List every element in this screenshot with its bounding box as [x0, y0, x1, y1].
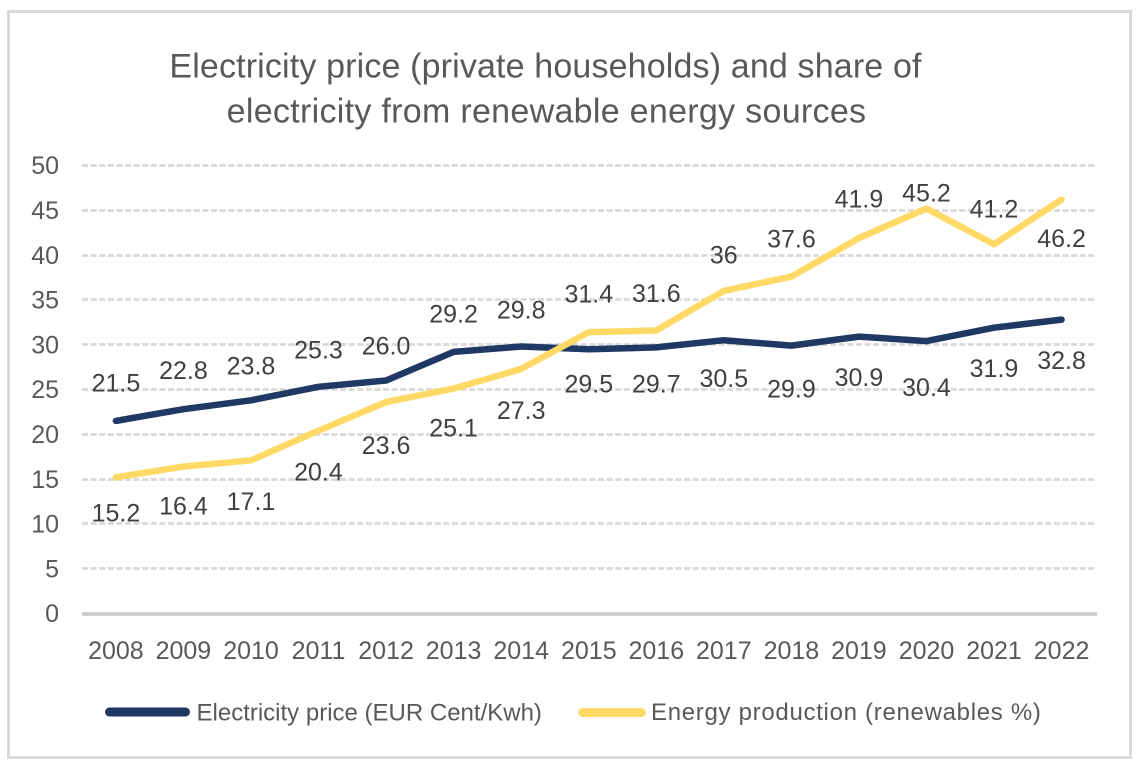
- svg-text:2009: 2009: [156, 637, 212, 665]
- svg-text:2017: 2017: [696, 637, 752, 665]
- svg-text:23.8: 23.8: [227, 353, 276, 381]
- svg-text:45: 45: [31, 197, 59, 225]
- svg-text:2018: 2018: [764, 637, 820, 665]
- svg-text:50: 50: [31, 152, 59, 180]
- svg-text:30.5: 30.5: [699, 365, 748, 393]
- svg-text:2013: 2013: [426, 637, 482, 665]
- svg-text:27.3: 27.3: [497, 397, 546, 425]
- svg-text:29.7: 29.7: [632, 371, 681, 399]
- svg-text:26.0: 26.0: [362, 332, 411, 360]
- svg-text:37.6: 37.6: [767, 225, 816, 253]
- svg-text:10: 10: [31, 511, 59, 539]
- svg-text:30: 30: [31, 331, 59, 359]
- svg-text:29.5: 29.5: [564, 371, 613, 399]
- svg-text:2021: 2021: [966, 637, 1022, 665]
- svg-text:2016: 2016: [628, 637, 684, 665]
- svg-text:21.5: 21.5: [92, 369, 141, 397]
- svg-text:15: 15: [31, 466, 59, 494]
- svg-text:45.2: 45.2: [902, 180, 951, 208]
- svg-text:35: 35: [31, 287, 59, 315]
- svg-text:15.2: 15.2: [92, 499, 141, 527]
- svg-text:31.6: 31.6: [632, 280, 681, 308]
- svg-text:41.9: 41.9: [835, 186, 884, 214]
- svg-text:25: 25: [31, 376, 59, 404]
- svg-text:17.1: 17.1: [227, 488, 276, 516]
- svg-text:Electricity price (private hou: Electricity price (private households) a…: [169, 47, 922, 85]
- svg-text:25.3: 25.3: [294, 337, 343, 365]
- svg-text:2020: 2020: [899, 637, 955, 665]
- svg-text:41.2: 41.2: [970, 195, 1019, 223]
- svg-text:2011: 2011: [292, 637, 346, 665]
- svg-text:0: 0: [45, 600, 59, 628]
- svg-text:electricity from renewable ene: electricity from renewable energy source…: [227, 93, 867, 131]
- svg-text:30.4: 30.4: [902, 374, 951, 402]
- svg-text:25.1: 25.1: [429, 415, 478, 443]
- svg-text:31.4: 31.4: [564, 280, 613, 308]
- svg-text:16.4: 16.4: [159, 492, 208, 520]
- svg-text:2010: 2010: [223, 637, 279, 665]
- svg-text:31.9: 31.9: [970, 355, 1019, 383]
- svg-text:40: 40: [31, 242, 59, 270]
- svg-text:2022: 2022: [1034, 637, 1090, 665]
- svg-text:2014: 2014: [493, 637, 549, 665]
- svg-text:32.8: 32.8: [1037, 347, 1086, 375]
- svg-text:Electricity price (EUR Cent/Kw: Electricity price (EUR Cent/Kwh): [197, 699, 542, 726]
- svg-text:22.8: 22.8: [159, 357, 208, 385]
- svg-text:36: 36: [710, 242, 738, 270]
- svg-text:23.6: 23.6: [362, 432, 411, 460]
- svg-text:2019: 2019: [831, 637, 887, 665]
- svg-text:29.9: 29.9: [767, 375, 816, 403]
- svg-text:2008: 2008: [88, 637, 144, 665]
- svg-text:5: 5: [45, 556, 59, 584]
- svg-text:46.2: 46.2: [1037, 225, 1086, 253]
- svg-text:29.8: 29.8: [497, 297, 546, 325]
- svg-text:20: 20: [31, 421, 59, 449]
- svg-text:29.2: 29.2: [429, 301, 478, 329]
- svg-text:2015: 2015: [561, 637, 617, 665]
- svg-text:20.4: 20.4: [294, 459, 343, 487]
- svg-text:30.9: 30.9: [835, 364, 884, 392]
- svg-text:Energy production (renewables: Energy production (renewables %): [651, 699, 1042, 726]
- svg-text:2012: 2012: [358, 637, 414, 665]
